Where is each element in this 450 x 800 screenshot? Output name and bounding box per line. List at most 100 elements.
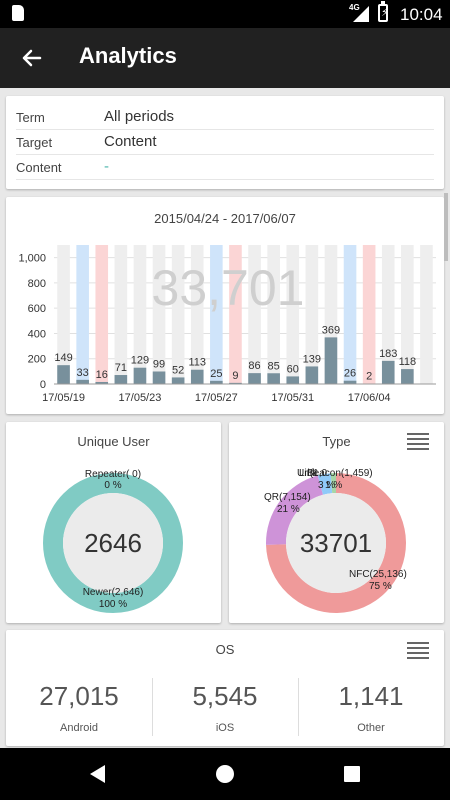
daily-access-chart-card: 2015/04/24 - 2017/06/07 0 200 400 600 800 1,0… (6, 197, 444, 414)
status-bar: 4G ⚡ 10:04 (0, 0, 450, 28)
bar-value-label: 369 (322, 324, 340, 336)
y-tick-label: 1,000 (18, 253, 46, 265)
bar-value-label: 129 (131, 355, 149, 367)
target-row[interactable]: Target Content (16, 130, 434, 155)
bar-background (171, 245, 185, 384)
unique-user-total: 2646 (84, 528, 142, 558)
bar-value-label: 33 (77, 367, 89, 379)
slice-label-qr: QR(7,154) (264, 492, 311, 503)
unique-user-donut[interactable]: 2646 Repeater( 0)0 % Newer(2,646)100 % (6, 422, 221, 623)
bar-value-label: 149 (54, 352, 72, 364)
nav-back-icon[interactable] (90, 765, 105, 783)
type-title: Type (322, 434, 351, 449)
bar-value-label: 2 (366, 371, 372, 383)
nav-recents-icon[interactable] (344, 766, 360, 782)
x-tick-label: 17/05/23 (119, 392, 162, 404)
bar (324, 337, 338, 384)
battery-charging-icon: ⚡ (378, 1, 389, 22)
overlap-label: Link (299, 468, 318, 479)
app-bar: Analytics (0, 28, 450, 88)
bar (114, 375, 128, 384)
donut-slice-newer (43, 473, 183, 613)
os-other-count: 1,141 (338, 681, 404, 711)
bar-value-label: 183 (379, 348, 397, 360)
bar (267, 373, 280, 384)
bar-background (381, 245, 395, 384)
os-ios-label: iOS (215, 722, 235, 734)
slice-label-nfc: NFC(25,136) (349, 569, 407, 580)
term-value: All periods (104, 108, 175, 125)
bar (401, 369, 414, 384)
daily-bar-chart[interactable]: 0 200 400 600 800 1,000 33,701 149 33 16 71 129 99 52… (6, 197, 444, 414)
term-label: Term (16, 110, 45, 125)
bar (343, 380, 357, 384)
bar (305, 366, 319, 384)
bar-background (57, 245, 70, 384)
os-other-label: Other (357, 722, 385, 734)
menu-icon[interactable] (407, 433, 429, 451)
bar-value-label: 60 (287, 363, 299, 375)
target-value: Content (104, 133, 157, 150)
bar-value-label: 52 (172, 364, 184, 376)
bar-background (114, 245, 128, 384)
donut-slice-url (317, 473, 333, 495)
divider (298, 678, 299, 736)
x-tick-label: 17/06/04 (348, 392, 391, 404)
bar (171, 377, 185, 384)
y-tick-label: 600 (28, 303, 46, 315)
x-tick-label: 17/05/19 (42, 392, 85, 404)
os-ios-count: 5,545 (192, 681, 258, 711)
bar-value-label: 26 (344, 368, 356, 380)
target-label: Target (16, 135, 53, 150)
filter-card: Term All periods Target Content Content … (6, 96, 444, 189)
bar-value-label: 118 (399, 356, 417, 368)
y-tick-label: 800 (28, 278, 46, 290)
content-row[interactable]: Content - (16, 155, 434, 180)
bar-background (267, 245, 280, 384)
bar-background (362, 245, 376, 384)
bar-background (76, 245, 89, 384)
overlap-label: Url(1,0 (297, 468, 327, 479)
type-donut[interactable]: 33701 NFC(25,136)75 % QR(7,154)21 % Url(1,0… (229, 422, 444, 623)
bar (210, 380, 223, 384)
chart-date-range: 2015/04/24 - 2017/06/07 (154, 211, 296, 226)
bar-background (343, 245, 357, 384)
bar-background (210, 245, 223, 384)
navigation-bar (0, 748, 450, 800)
sd-card-icon (12, 5, 24, 21)
donut-slice-other (330, 473, 336, 494)
arrow-back-icon (22, 49, 42, 67)
bar (152, 371, 166, 384)
x-tick-label: 17/05/31 (271, 392, 314, 404)
bar (286, 376, 300, 384)
bar (57, 365, 70, 384)
bar-background (133, 245, 147, 384)
bar-value-label: 86 (248, 360, 260, 372)
os-android-count: 27,015 (39, 681, 119, 711)
os-android: 27,015 Android (6, 630, 152, 746)
type-card: Type 33701 NFC(25,136) 75 % QR(7,154) 21 % Ur… (229, 422, 444, 623)
slice-percent-repeater: 0 % (104, 480, 121, 491)
menu-icon[interactable] (407, 642, 429, 660)
y-tick-label: 0 (40, 379, 46, 391)
bar-background (305, 245, 319, 384)
bar-value-label: 25 (210, 368, 222, 380)
nav-home-icon[interactable] (216, 765, 234, 783)
back-button[interactable] (14, 40, 50, 76)
unique-user-card: Unique User 2646 Repeater( 0) 0 % Newer(2,6… (6, 422, 221, 623)
bar-background (152, 245, 166, 384)
bar-background (248, 245, 261, 384)
signal-icon (353, 6, 369, 22)
term-row[interactable]: Term All periods (16, 105, 434, 130)
bar-value-label: 113 (188, 357, 206, 369)
bar (95, 381, 109, 384)
os-card: OS 27,015 Android 5,545 iOS 1,141 Other (6, 630, 444, 746)
x-tick-label: 17/05/27 (195, 392, 238, 404)
overlap-label: Beacon(1,459) (307, 468, 373, 479)
scrollbar[interactable] (444, 193, 448, 261)
slice-percent-url: 3 % (318, 480, 335, 491)
os-android-label: Android (60, 722, 98, 734)
bar-background (401, 245, 414, 384)
bar-value-label: 99 (153, 358, 165, 370)
total-access-count: 33,701 (152, 260, 305, 316)
